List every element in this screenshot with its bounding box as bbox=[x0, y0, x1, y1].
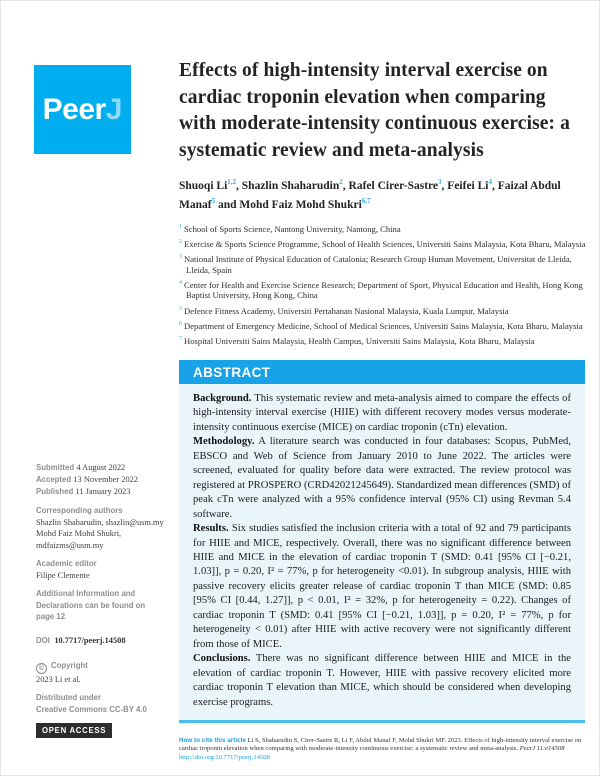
peerj-logo-j: J bbox=[105, 92, 123, 126]
copyright-holder: 2023 Li et al. bbox=[36, 674, 81, 684]
author-affil-superscript: 3 bbox=[438, 178, 442, 186]
academic-editor-name[interactable]: Filipe Clemente bbox=[36, 570, 90, 580]
abstract-section-label: Background. bbox=[193, 393, 252, 404]
page-title: Effects of high-intensity interval exerc… bbox=[179, 60, 570, 161]
abstract-results: Results. Six studies satisfied the inclu… bbox=[193, 523, 571, 650]
citation-footer: How to cite this article Li S, Shaharudi… bbox=[179, 737, 587, 762]
additional-info-note: Additional Information and Declarations … bbox=[36, 588, 176, 623]
affiliation-number: 5 bbox=[179, 305, 182, 312]
affiliation-item: 7 Hospital Universiti Sains Malaysia, Hea… bbox=[179, 336, 535, 347]
affiliation-number: 1 bbox=[179, 223, 182, 230]
abstract-body: Background. This systematic review and m… bbox=[179, 384, 585, 723]
copyright-icon: © bbox=[36, 662, 47, 674]
copyright-block: © Copyright 2023 Li et al. bbox=[36, 655, 176, 686]
accepted-date: Accepted 13 November 2022 bbox=[36, 475, 139, 484]
affiliation-list: 1 School of Sports Science, Nantong Unive… bbox=[179, 222, 586, 347]
citation-journal: PeerJ 11:e14508 bbox=[519, 745, 565, 753]
abstract-heading-bar: ABSTRACT bbox=[179, 360, 585, 384]
author-affil-superscript: 2 bbox=[339, 178, 343, 186]
abstract-section-label: Conclusions. bbox=[193, 653, 251, 665]
corresponding-author-name: Mohd Faiz Mohd Shukri, bbox=[36, 529, 122, 538]
affiliation-number: 6 bbox=[179, 321, 182, 328]
author: Shazlin Shaharudin2, bbox=[241, 178, 349, 192]
main-column: Effects of high-intensity interval exerc… bbox=[179, 58, 586, 350]
author: Feifei Li4, bbox=[447, 178, 498, 192]
author-affil-superscript: 4 bbox=[488, 178, 493, 186]
peerj-logo: Peer J bbox=[34, 65, 131, 154]
copyright-label: Copyright bbox=[51, 660, 88, 670]
affiliation-item: 1 School of Sports Science, Nantong Unive… bbox=[179, 223, 401, 234]
abstract-conclusions: Conclusions. There was no significant di… bbox=[193, 653, 571, 708]
doi-label: DOI bbox=[36, 635, 50, 645]
author: Rafel Cirer-Sastre3, bbox=[348, 178, 448, 192]
abstract-background: Background. This systematic review and m… bbox=[193, 393, 571, 433]
how-to-cite-label: How to cite this article bbox=[179, 737, 246, 744]
abstract-heading: ABSTRACT bbox=[193, 364, 271, 380]
doi-link[interactable]: 10.7717/peerj.14508 bbox=[54, 635, 126, 645]
affiliation-item: 2 Exercise & Sports Science Programme, Sc… bbox=[179, 238, 586, 249]
license-block: Distributed under Creative Commons CC-BY… bbox=[36, 692, 176, 715]
academic-editor-label: Academic editor bbox=[36, 559, 97, 568]
author-affil-superscript: 5 bbox=[211, 196, 216, 205]
affiliation-item: 3 National Institute of Physical Educatio… bbox=[179, 254, 572, 275]
affiliation-number: 7 bbox=[179, 336, 182, 343]
doi-block: DOI 10.7717/peerj.14508 bbox=[36, 630, 176, 648]
corresponding-authors-block: Corresponding authors Shazlin Shaharudin… bbox=[36, 505, 176, 551]
corresponding-author-email[interactable]: Shazlin Shaharudin, shazlin@usm.my bbox=[36, 517, 164, 527]
author: Shuoqi Li1,2, bbox=[179, 178, 242, 192]
abstract-section-label: Results. bbox=[193, 523, 229, 535]
peerj-logo-text: Peer bbox=[42, 92, 107, 126]
article-info-sidebar: Submitted 4 August 2022 Accepted 13 Nove… bbox=[36, 462, 176, 738]
affiliation-number: 2 bbox=[179, 238, 182, 245]
affiliation-number: 3 bbox=[179, 254, 182, 261]
published-date: Published 11 January 2023 bbox=[36, 487, 131, 496]
author: Mohd Faiz Mohd Shukri6,7 bbox=[239, 196, 371, 211]
affiliation-item: 5 Defence Fitness Academy, Universiti Per… bbox=[179, 305, 509, 316]
author-affil-superscript: 6,7 bbox=[361, 196, 371, 205]
corresponding-author-email[interactable]: mdfaizms@usm.my bbox=[36, 540, 104, 550]
author-affil-superscript: 1,2 bbox=[227, 178, 237, 186]
open-access-badge[interactable]: OPEN ACCESS bbox=[36, 723, 113, 738]
submitted-date: Submitted 4 August 2022 bbox=[36, 463, 126, 472]
author: Faizal Abdul Manaf5 and bbox=[179, 179, 561, 211]
abstract-section-label: Methodology. bbox=[193, 436, 255, 448]
author-list: Shuoqi Li1,2, Shazlin Shaharudin2, Rafel… bbox=[179, 175, 586, 213]
affiliation-item: 6 Department of Emergency Medicine, Schoo… bbox=[179, 320, 583, 331]
affiliation-item: 4 Center for Health and Exercise Science … bbox=[179, 279, 583, 301]
citation-text: Li S, Shaharudin S, Cirer-Sastre R, Li F… bbox=[179, 737, 582, 753]
abstract-methodology: Methodology. A literature search was con… bbox=[193, 436, 571, 520]
academic-editor-block: Academic editor Filipe Clemente bbox=[36, 558, 176, 581]
license-link[interactable]: Creative Commons CC-BY 4.0 bbox=[36, 704, 147, 714]
affiliation-number: 4 bbox=[179, 280, 182, 286]
additional-info-page-ref[interactable]: page 12 bbox=[36, 612, 66, 621]
citation-doi-link[interactable]: http://doi.org/10.7717/peerj.14508 bbox=[179, 753, 270, 761]
corresponding-authors-label: Corresponding authors bbox=[36, 506, 123, 515]
